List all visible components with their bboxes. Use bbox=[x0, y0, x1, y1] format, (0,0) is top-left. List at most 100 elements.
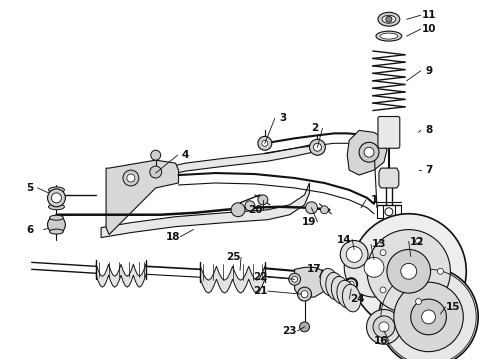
Ellipse shape bbox=[367, 310, 401, 344]
Polygon shape bbox=[235, 273, 238, 291]
Polygon shape bbox=[113, 275, 115, 287]
Circle shape bbox=[401, 264, 416, 279]
Circle shape bbox=[387, 249, 431, 293]
Circle shape bbox=[310, 139, 325, 155]
Circle shape bbox=[364, 257, 384, 277]
Polygon shape bbox=[102, 275, 104, 287]
Ellipse shape bbox=[326, 273, 344, 300]
Polygon shape bbox=[111, 270, 113, 285]
Circle shape bbox=[306, 202, 318, 214]
Polygon shape bbox=[133, 264, 135, 281]
Polygon shape bbox=[379, 168, 399, 188]
Text: 11: 11 bbox=[421, 10, 436, 20]
Circle shape bbox=[394, 282, 464, 352]
Text: 12: 12 bbox=[410, 237, 424, 247]
Polygon shape bbox=[294, 267, 329, 297]
Polygon shape bbox=[117, 270, 119, 285]
Ellipse shape bbox=[49, 187, 64, 193]
Ellipse shape bbox=[373, 316, 395, 338]
Polygon shape bbox=[119, 264, 121, 281]
Circle shape bbox=[48, 216, 65, 234]
Text: 25: 25 bbox=[226, 252, 240, 262]
Polygon shape bbox=[222, 278, 224, 293]
Polygon shape bbox=[244, 273, 246, 291]
Polygon shape bbox=[257, 278, 260, 293]
Circle shape bbox=[150, 166, 162, 178]
Circle shape bbox=[262, 140, 268, 146]
Polygon shape bbox=[142, 270, 144, 285]
Polygon shape bbox=[115, 275, 117, 287]
Text: 1: 1 bbox=[370, 195, 378, 205]
Ellipse shape bbox=[346, 247, 362, 262]
Circle shape bbox=[351, 214, 466, 329]
Polygon shape bbox=[156, 143, 318, 178]
Wedge shape bbox=[344, 252, 404, 297]
Polygon shape bbox=[206, 278, 208, 293]
Polygon shape bbox=[98, 270, 100, 285]
Polygon shape bbox=[254, 278, 257, 293]
Text: 18: 18 bbox=[165, 231, 180, 242]
Ellipse shape bbox=[292, 276, 297, 282]
Polygon shape bbox=[203, 273, 206, 291]
Circle shape bbox=[367, 230, 450, 313]
Ellipse shape bbox=[331, 276, 349, 304]
Text: 7: 7 bbox=[425, 165, 432, 175]
Polygon shape bbox=[109, 264, 111, 281]
Ellipse shape bbox=[382, 15, 396, 23]
Text: 3: 3 bbox=[279, 113, 286, 123]
Circle shape bbox=[385, 208, 393, 216]
Polygon shape bbox=[140, 275, 142, 287]
Ellipse shape bbox=[380, 33, 398, 39]
Ellipse shape bbox=[301, 291, 308, 298]
Polygon shape bbox=[127, 275, 129, 287]
Polygon shape bbox=[230, 266, 233, 286]
Ellipse shape bbox=[343, 284, 361, 312]
Polygon shape bbox=[135, 270, 138, 285]
Polygon shape bbox=[138, 275, 140, 287]
Polygon shape bbox=[262, 266, 265, 286]
Circle shape bbox=[380, 249, 386, 256]
Ellipse shape bbox=[297, 287, 312, 301]
Circle shape bbox=[386, 16, 392, 22]
Polygon shape bbox=[106, 264, 109, 281]
Ellipse shape bbox=[337, 280, 355, 308]
Circle shape bbox=[127, 174, 135, 182]
Circle shape bbox=[438, 268, 443, 274]
Circle shape bbox=[421, 310, 436, 324]
Circle shape bbox=[379, 267, 478, 360]
Circle shape bbox=[231, 203, 245, 217]
Circle shape bbox=[314, 143, 321, 151]
Circle shape bbox=[416, 298, 421, 305]
Polygon shape bbox=[125, 275, 127, 287]
Text: 24: 24 bbox=[350, 294, 365, 304]
Circle shape bbox=[123, 170, 139, 186]
Polygon shape bbox=[129, 270, 131, 285]
Circle shape bbox=[380, 287, 386, 293]
Text: 14: 14 bbox=[337, 234, 351, 244]
Circle shape bbox=[320, 206, 328, 214]
Polygon shape bbox=[227, 273, 230, 291]
Text: 17: 17 bbox=[307, 264, 322, 274]
Circle shape bbox=[416, 238, 421, 244]
Polygon shape bbox=[347, 130, 387, 175]
Polygon shape bbox=[144, 264, 146, 281]
Text: 6: 6 bbox=[26, 225, 33, 235]
Ellipse shape bbox=[378, 12, 400, 26]
Polygon shape bbox=[233, 266, 235, 286]
Polygon shape bbox=[200, 266, 203, 286]
Ellipse shape bbox=[340, 240, 368, 268]
Text: 21: 21 bbox=[253, 286, 267, 296]
Polygon shape bbox=[101, 183, 310, 238]
Circle shape bbox=[151, 150, 161, 160]
Polygon shape bbox=[246, 266, 249, 286]
Polygon shape bbox=[104, 270, 106, 285]
Text: 15: 15 bbox=[446, 302, 461, 312]
Polygon shape bbox=[214, 266, 217, 286]
Ellipse shape bbox=[320, 269, 339, 296]
Polygon shape bbox=[106, 160, 178, 235]
Polygon shape bbox=[217, 266, 219, 286]
Polygon shape bbox=[211, 273, 214, 291]
Text: 16: 16 bbox=[374, 336, 388, 346]
Text: 13: 13 bbox=[372, 239, 386, 249]
Text: 10: 10 bbox=[421, 24, 436, 34]
